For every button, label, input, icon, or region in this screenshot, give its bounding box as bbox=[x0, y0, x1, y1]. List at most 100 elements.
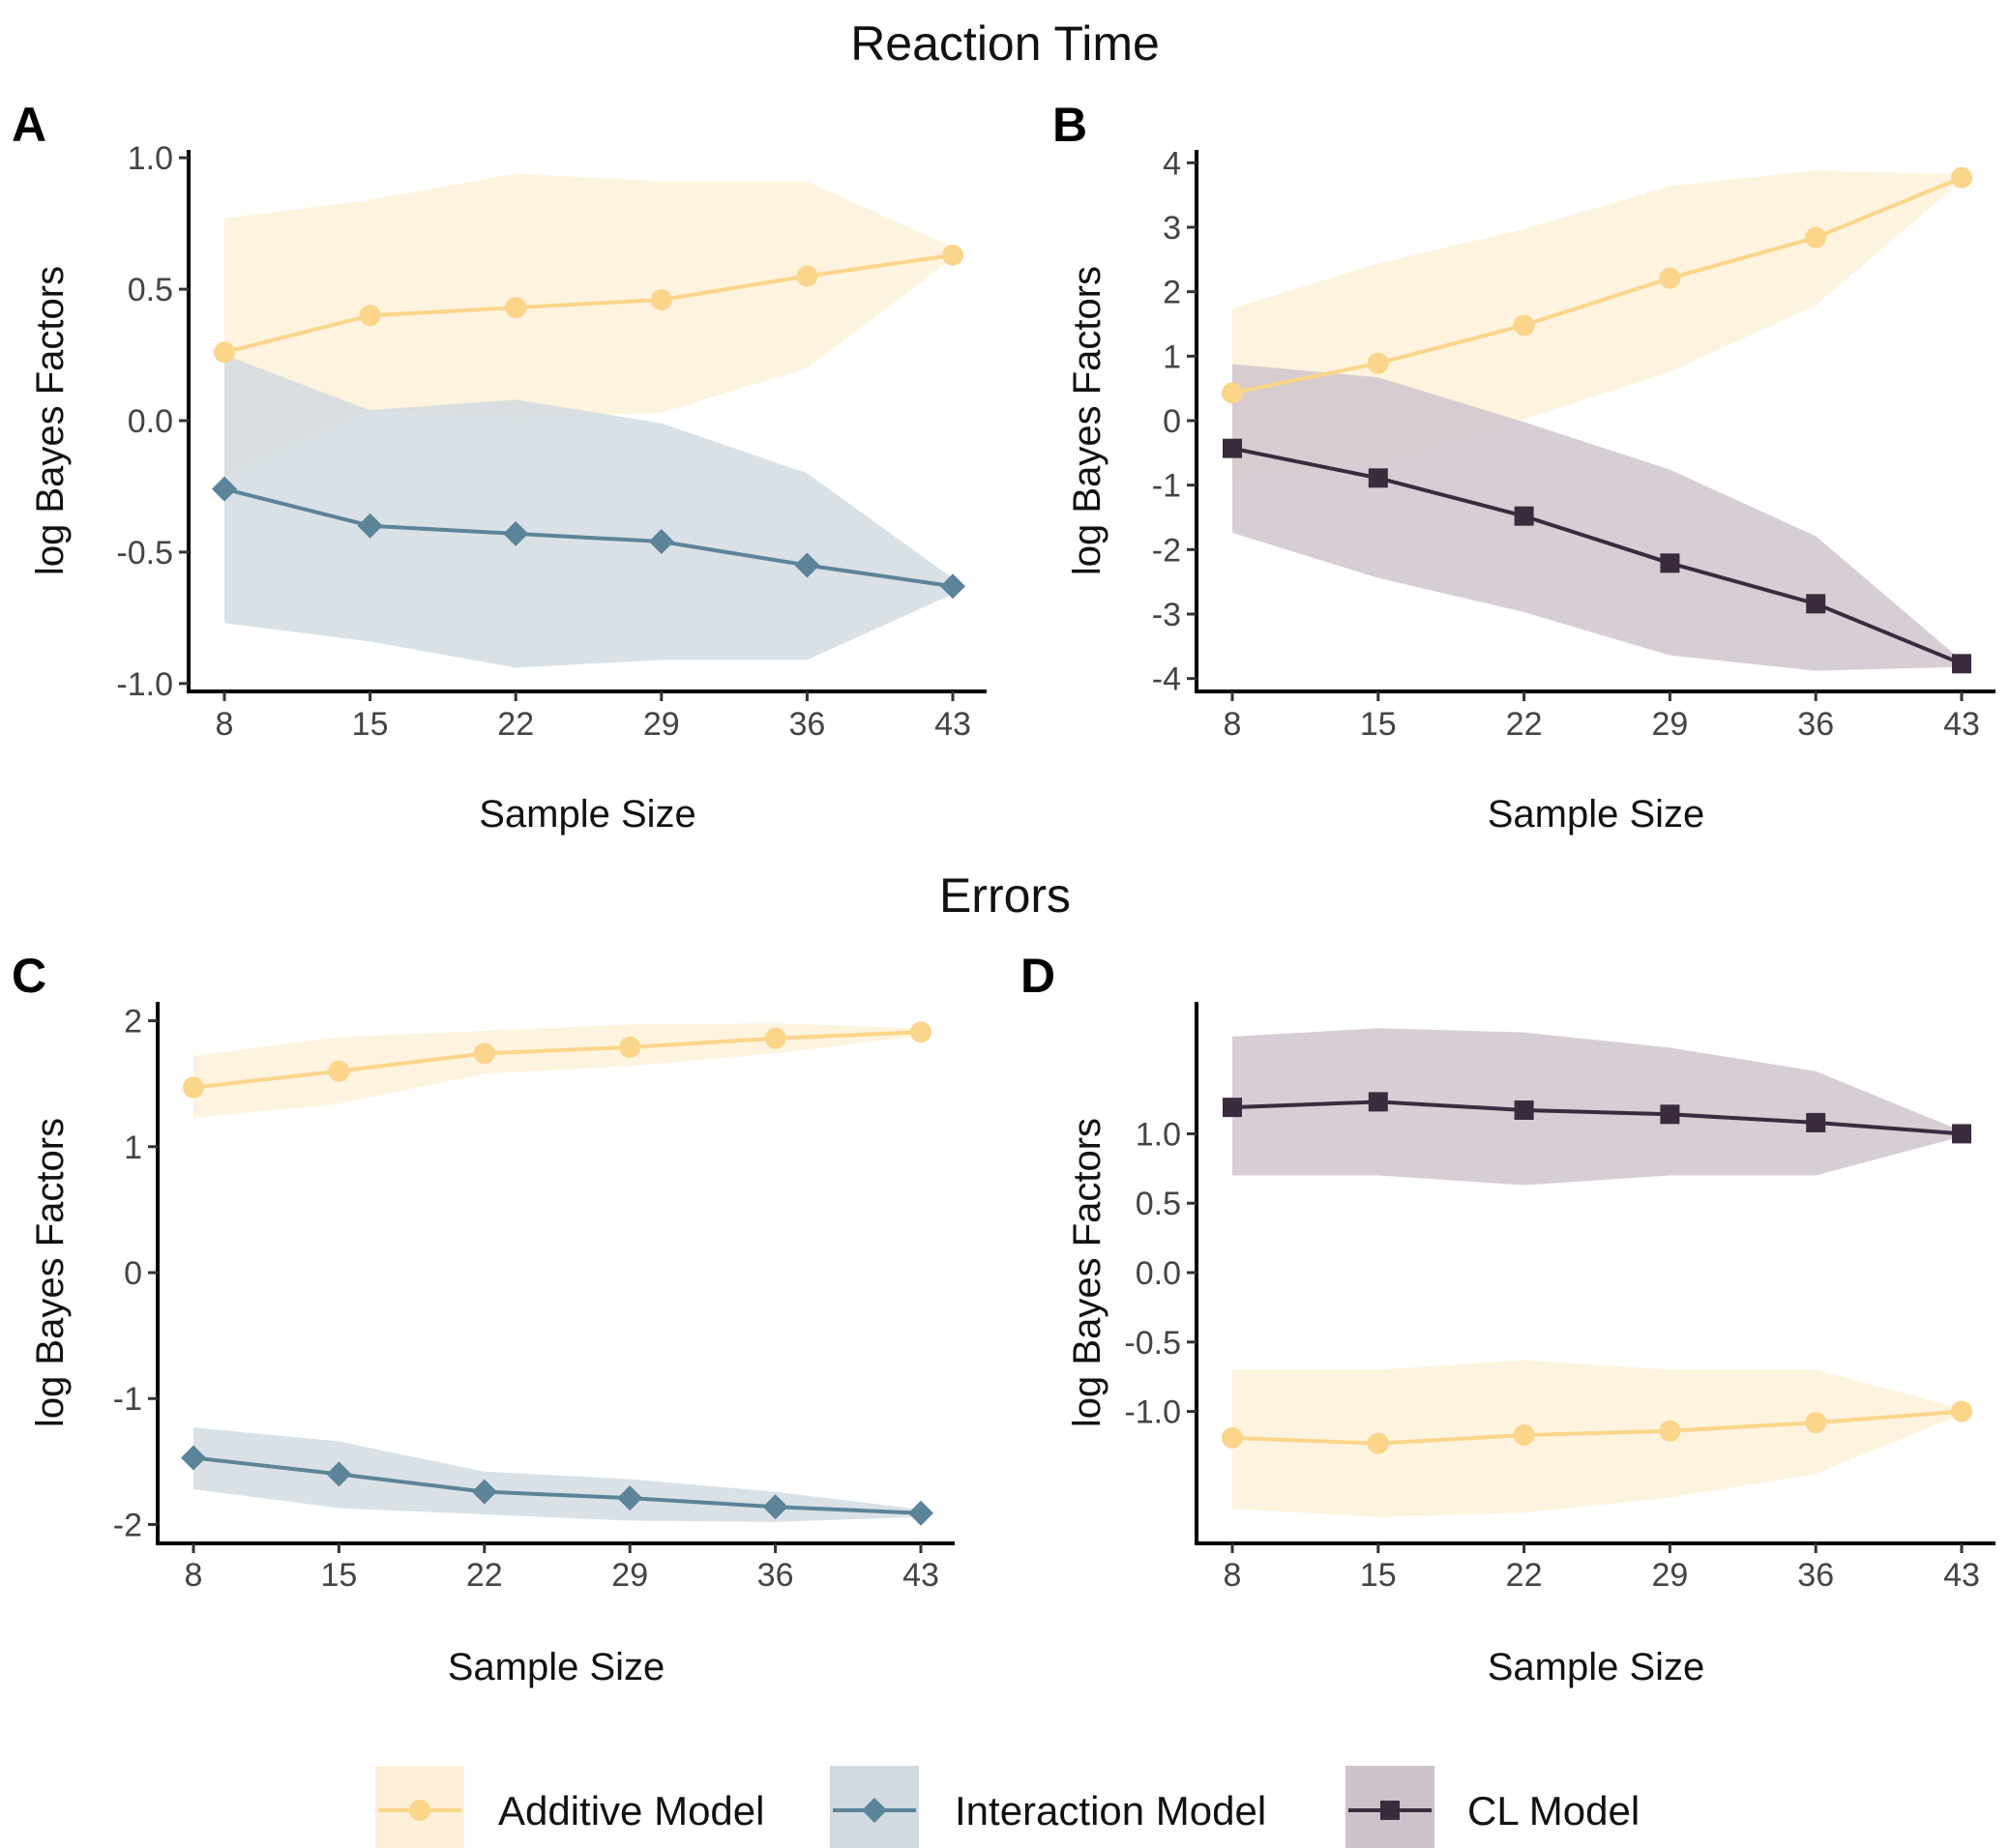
y-tick-label: 1.0 bbox=[128, 140, 173, 177]
x-tick-label: 22 bbox=[466, 1557, 503, 1594]
series-line-diamond bbox=[192, 1455, 922, 1515]
data-point-diamond bbox=[326, 1461, 352, 1487]
x-tick-label: 36 bbox=[1797, 706, 1834, 743]
y-tick-label: 1 bbox=[1163, 338, 1181, 375]
data-point-circle bbox=[473, 1042, 495, 1065]
data-point-circle bbox=[328, 1060, 350, 1082]
data-point-circle bbox=[796, 265, 818, 287]
data-point-circle bbox=[359, 305, 381, 327]
series-line-square bbox=[1231, 1100, 1963, 1136]
legend-key-marker bbox=[409, 1800, 430, 1821]
data-point-circle bbox=[1513, 314, 1535, 337]
data-point-square bbox=[1806, 1112, 1826, 1132]
y-tick-label: -0.5 bbox=[116, 535, 173, 572]
x-tick-label: 29 bbox=[643, 706, 680, 743]
data-point-diamond bbox=[940, 573, 965, 600]
panel-letter-a: A bbox=[12, 98, 46, 152]
x-tick-label: 8 bbox=[185, 1557, 203, 1594]
x-tick-label: 15 bbox=[1360, 1557, 1397, 1594]
data-point-square bbox=[1223, 438, 1242, 458]
band-square-2 bbox=[1232, 364, 1962, 671]
panel-c: 8 15 22 29 36 43 -2 -1 0 1 2 Sample Size log Bayes F… bbox=[29, 1002, 955, 1688]
y-tick-label: 0.0 bbox=[128, 403, 173, 440]
y-tick-label: 1 bbox=[124, 1129, 142, 1166]
x-tick-label: 36 bbox=[757, 1557, 794, 1594]
y-tick-label: 2 bbox=[124, 1004, 142, 1041]
legend-item-circle: Additive Model bbox=[375, 1766, 764, 1848]
data-point-square bbox=[1660, 1104, 1680, 1125]
data-point-circle bbox=[1367, 1432, 1389, 1454]
legend-label: CL Model bbox=[1467, 1788, 1640, 1833]
data-point-diamond bbox=[471, 1479, 497, 1505]
data-point-diamond bbox=[503, 520, 529, 546]
data-point-square bbox=[1514, 1100, 1534, 1120]
data-point-circle bbox=[1805, 226, 1827, 249]
y-tick-label: -1 bbox=[113, 1381, 142, 1418]
x-tick-label: 43 bbox=[1943, 706, 1980, 743]
x-tick-label: 43 bbox=[934, 706, 971, 743]
y-tick-label: 3 bbox=[1163, 210, 1181, 247]
data-point-square bbox=[1514, 506, 1534, 526]
y-tick-label: -1 bbox=[1152, 468, 1181, 505]
y-tick-label: -1.0 bbox=[116, 666, 173, 703]
section-title-errors: Errors bbox=[939, 868, 1071, 923]
legend-key-marker bbox=[862, 1798, 887, 1823]
data-point-circle bbox=[650, 288, 672, 310]
data-point-circle bbox=[1659, 267, 1681, 289]
data-point-circle bbox=[619, 1036, 641, 1058]
data-point-square bbox=[1368, 468, 1388, 488]
x-tick-label: 15 bbox=[1360, 706, 1397, 743]
data-point-diamond bbox=[908, 1500, 933, 1526]
x-axis-title: Sample Size bbox=[448, 1646, 665, 1688]
y-tick-label: -1.0 bbox=[1124, 1394, 1181, 1431]
x-tick-label: 15 bbox=[320, 1557, 357, 1594]
y-tick-label: -0.5 bbox=[1124, 1325, 1181, 1362]
data-point-diamond bbox=[617, 1485, 643, 1511]
panel-letter-c: C bbox=[12, 949, 46, 1003]
band-diamond-2 bbox=[224, 355, 953, 668]
y-axis-title: log Bayes Factors bbox=[1066, 266, 1108, 575]
data-point-circle bbox=[1805, 1412, 1827, 1434]
legend-label: Additive Model bbox=[498, 1788, 764, 1833]
y-axis-title: log Bayes Factors bbox=[1066, 1118, 1108, 1427]
data-point-square bbox=[1952, 1124, 1971, 1144]
y-tick-label: 0 bbox=[124, 1255, 142, 1292]
y-tick-label: -3 bbox=[1152, 597, 1181, 633]
data-point-circle bbox=[1367, 352, 1389, 374]
y-tick-label: -4 bbox=[1152, 661, 1181, 698]
legend-key-marker bbox=[1380, 1801, 1400, 1820]
y-tick-label: -2 bbox=[113, 1507, 142, 1543]
x-tick-label: 8 bbox=[216, 706, 234, 743]
series-line-circle bbox=[192, 1030, 922, 1090]
x-tick-label: 22 bbox=[1506, 706, 1543, 743]
y-tick-label: 4 bbox=[1163, 145, 1181, 182]
x-tick-label: 15 bbox=[352, 706, 389, 743]
series-line-circle bbox=[223, 252, 954, 355]
band-circle-1 bbox=[224, 173, 953, 477]
y-tick-label: -2 bbox=[1152, 532, 1181, 569]
data-point-diamond bbox=[357, 513, 383, 539]
data-point-diamond bbox=[648, 529, 674, 555]
data-point-circle bbox=[505, 297, 527, 319]
y-tick-label: 2 bbox=[1163, 275, 1181, 311]
y-tick-label: 0.5 bbox=[128, 272, 173, 308]
y-tick-label: 0.5 bbox=[1136, 1186, 1181, 1222]
x-tick-label: 43 bbox=[902, 1557, 939, 1594]
data-point-diamond bbox=[762, 1494, 788, 1520]
panel-d: 8 15 22 29 36 43 -1.0 -0.5 0.0 0.5 1.0 Sample Size l… bbox=[1066, 1002, 1995, 1688]
series-line-circle bbox=[1231, 1409, 1963, 1446]
data-point-square bbox=[1660, 553, 1680, 573]
legend-item-diamond: Interaction Model bbox=[830, 1766, 1266, 1848]
data-point-circle bbox=[1659, 1420, 1681, 1442]
x-tick-label: 36 bbox=[1797, 1557, 1834, 1594]
legend: Additive Model Interaction Model CL Model bbox=[375, 1766, 1640, 1848]
panel-letter-b: B bbox=[1052, 98, 1087, 152]
data-point-circle bbox=[1222, 1426, 1243, 1449]
legend-item-square: CL Model bbox=[1345, 1766, 1640, 1848]
legend-label: Interaction Model bbox=[955, 1788, 1266, 1833]
data-point-circle bbox=[764, 1027, 786, 1049]
data-point-circle bbox=[942, 244, 963, 266]
band-square-1 bbox=[1232, 1028, 1962, 1186]
data-point-diamond bbox=[794, 552, 820, 578]
x-tick-label: 8 bbox=[1224, 706, 1242, 743]
